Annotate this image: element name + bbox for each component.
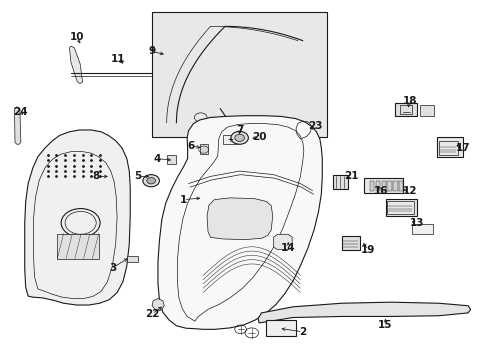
Bar bbox=[399, 105, 411, 114]
Bar bbox=[166, 155, 176, 164]
Bar bbox=[266, 320, 295, 337]
Polygon shape bbox=[158, 116, 322, 329]
Bar bbox=[436, 137, 462, 157]
Bar bbox=[369, 181, 373, 191]
Bar bbox=[333, 175, 347, 189]
Bar bbox=[398, 181, 403, 191]
Bar bbox=[386, 201, 413, 214]
Text: 23: 23 bbox=[307, 121, 322, 131]
Polygon shape bbox=[152, 298, 164, 310]
Polygon shape bbox=[273, 234, 291, 249]
Text: 1: 1 bbox=[180, 195, 187, 204]
Text: 17: 17 bbox=[455, 143, 469, 153]
Bar bbox=[375, 181, 379, 191]
Circle shape bbox=[234, 134, 244, 141]
Text: 10: 10 bbox=[69, 32, 84, 42]
Text: 6: 6 bbox=[187, 141, 194, 151]
Bar bbox=[419, 105, 433, 116]
Text: 4: 4 bbox=[153, 154, 161, 163]
Bar bbox=[381, 181, 385, 191]
Text: +: + bbox=[226, 137, 232, 143]
Text: 11: 11 bbox=[111, 54, 125, 64]
Text: 16: 16 bbox=[373, 186, 387, 196]
Text: 12: 12 bbox=[402, 186, 416, 196]
Text: 8: 8 bbox=[92, 171, 100, 181]
Bar bbox=[200, 144, 207, 154]
Bar bbox=[394, 103, 416, 116]
Bar bbox=[57, 234, 99, 258]
Bar bbox=[411, 224, 432, 234]
Bar bbox=[386, 181, 391, 191]
Bar bbox=[392, 181, 397, 191]
Text: 9: 9 bbox=[148, 46, 155, 57]
Bar bbox=[126, 256, 137, 262]
Bar bbox=[222, 135, 237, 144]
Polygon shape bbox=[25, 130, 130, 305]
Text: 3: 3 bbox=[109, 262, 117, 273]
Circle shape bbox=[230, 131, 248, 144]
Bar bbox=[363, 178, 402, 193]
Polygon shape bbox=[69, 46, 82, 84]
Text: 19: 19 bbox=[361, 245, 375, 255]
Text: 13: 13 bbox=[409, 218, 424, 228]
Bar bbox=[341, 236, 360, 249]
Bar bbox=[385, 199, 416, 216]
Text: 18: 18 bbox=[402, 96, 416, 107]
Text: 7: 7 bbox=[236, 125, 243, 135]
Text: 21: 21 bbox=[344, 171, 358, 181]
Circle shape bbox=[142, 175, 159, 187]
Text: 24: 24 bbox=[14, 107, 28, 117]
Text: 20: 20 bbox=[251, 132, 266, 142]
Text: 22: 22 bbox=[144, 309, 159, 319]
Polygon shape bbox=[15, 107, 21, 144]
Polygon shape bbox=[206, 198, 272, 240]
Polygon shape bbox=[258, 302, 469, 323]
Text: 5: 5 bbox=[134, 171, 141, 181]
Text: 14: 14 bbox=[281, 243, 295, 253]
Bar bbox=[438, 141, 458, 155]
Circle shape bbox=[146, 177, 155, 184]
Text: 2: 2 bbox=[299, 327, 306, 337]
Bar bbox=[152, 12, 326, 137]
Text: 15: 15 bbox=[378, 320, 392, 330]
